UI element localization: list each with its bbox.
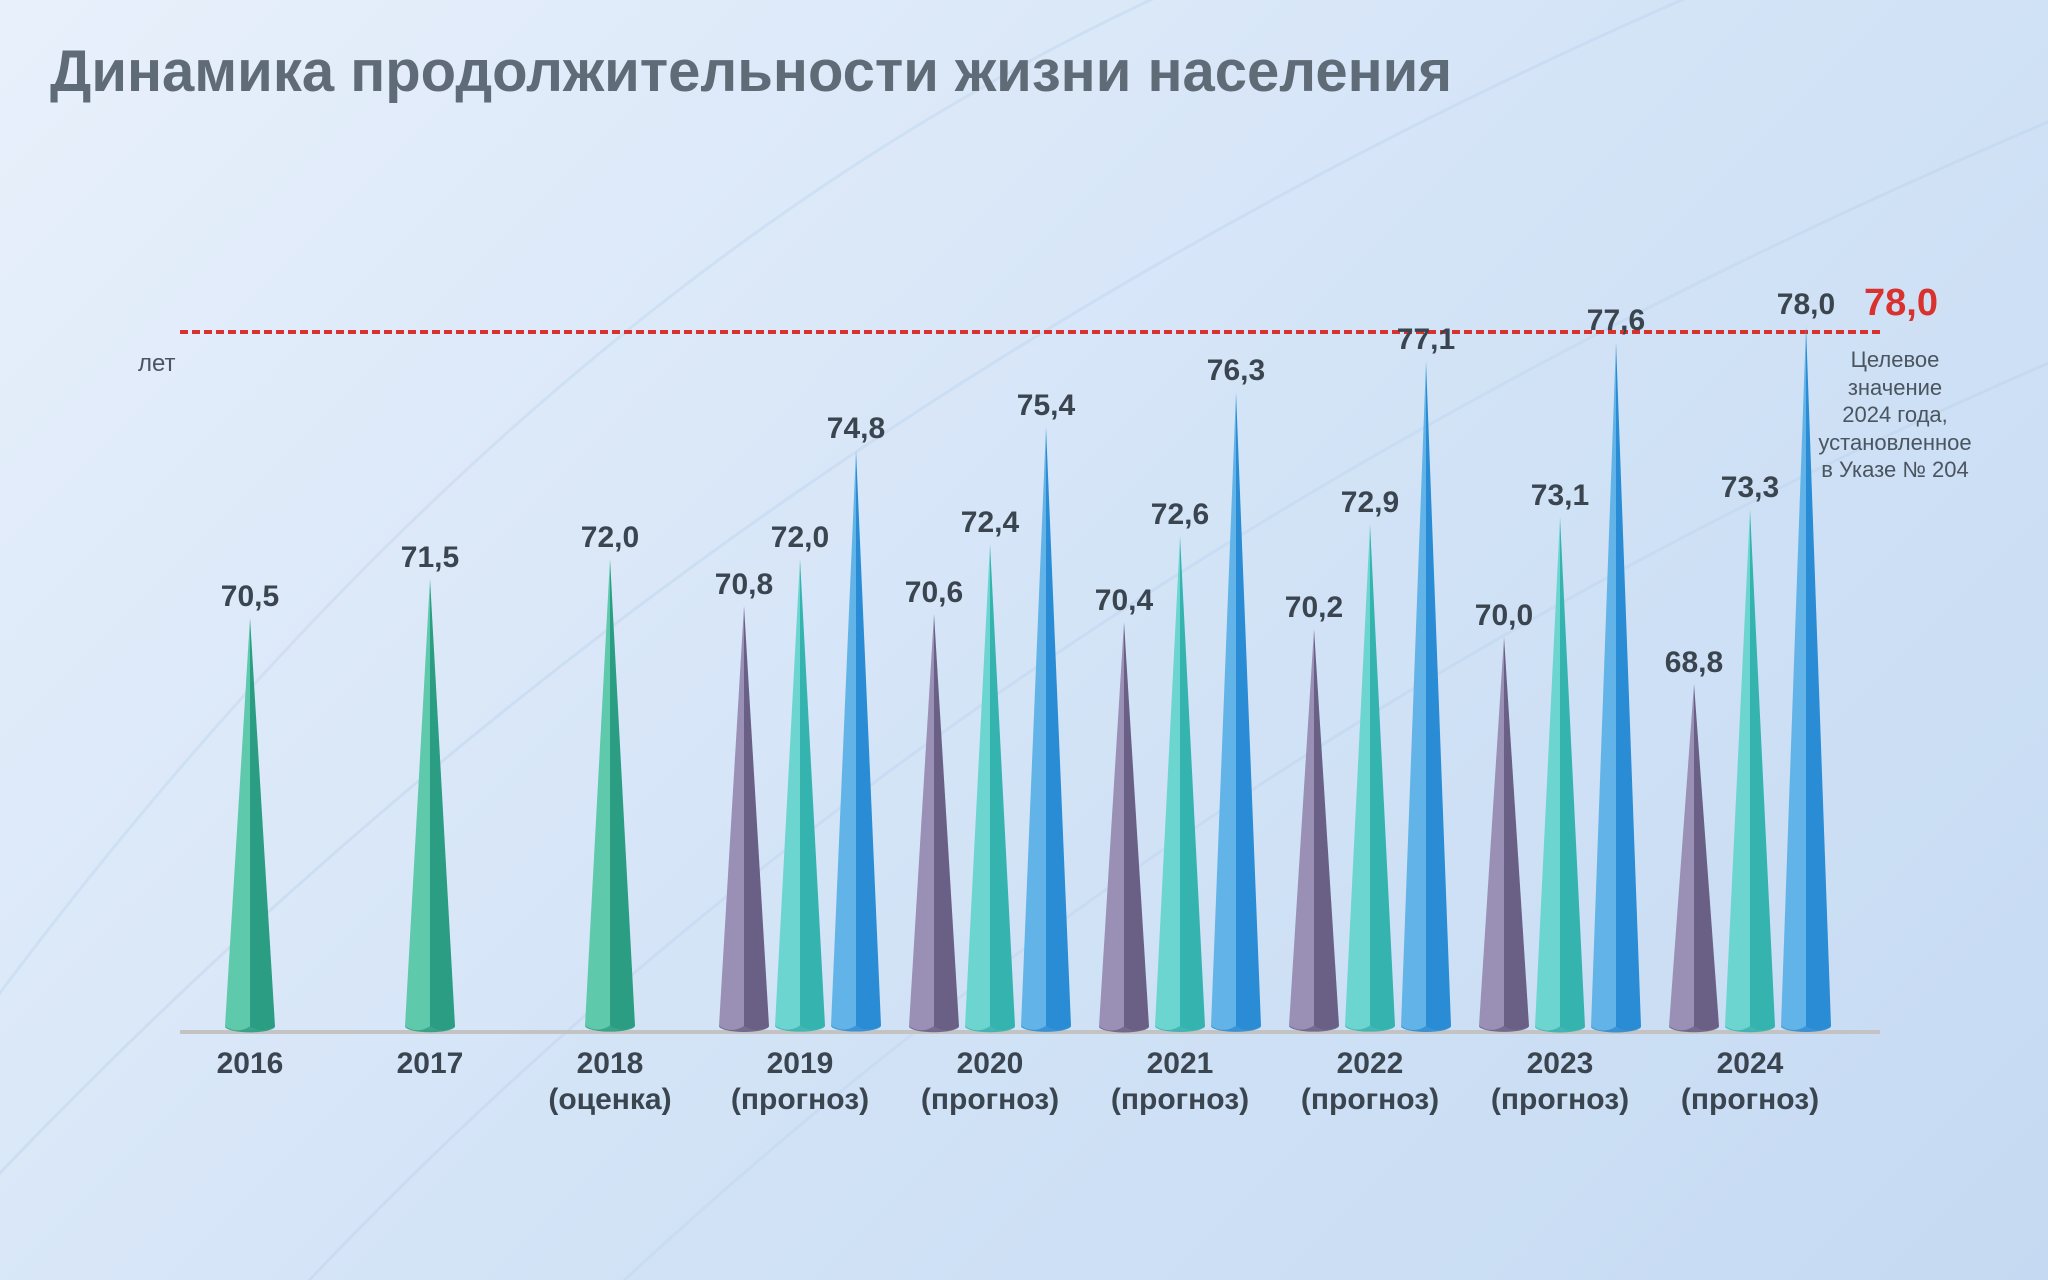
cone-value-label: 70,2 — [1285, 591, 1343, 625]
cone-value-label: 78,0 — [1777, 288, 1835, 322]
chart: лет 78,0Целевоезначение2024 года,установ… — [140, 150, 1920, 1200]
chart-cone: 70,4 — [1099, 626, 1149, 1030]
cone-value-label: 68,8 — [1665, 646, 1723, 680]
cone-value-label: 70,8 — [715, 568, 773, 602]
chart-cone: 68,8 — [1669, 688, 1719, 1030]
cone-value-label: 70,5 — [221, 580, 279, 614]
cone-value-label: 72,0 — [581, 521, 639, 555]
chart-cone: 70,5 — [225, 622, 275, 1030]
x-axis-label: 2018(оценка) — [530, 1046, 690, 1118]
x-axis-label: 2016 — [170, 1046, 330, 1082]
cone-value-label: 74,8 — [827, 412, 885, 446]
chart-cone: 70,8 — [719, 610, 769, 1030]
x-axis-label: 2021(прогноз) — [1100, 1046, 1260, 1118]
chart-cone: 70,0 — [1479, 641, 1529, 1030]
cone-value-label: 72,4 — [961, 506, 1019, 540]
cone-value-label: 70,0 — [1475, 599, 1533, 633]
chart-cone: 72,0 — [585, 563, 635, 1030]
y-axis-label: лет — [138, 350, 176, 378]
cone-value-label: 73,1 — [1531, 479, 1589, 513]
x-axis-label: 2017 — [350, 1046, 510, 1082]
cone-value-label: 72,9 — [1341, 486, 1399, 520]
cone-value-label: 77,1 — [1397, 323, 1455, 357]
chart-cone: 72,4 — [965, 548, 1015, 1030]
x-axis-label: 2023(прогноз) — [1480, 1046, 1640, 1118]
x-axis-label: 2024(прогноз) — [1670, 1046, 1830, 1118]
chart-cone: 72,9 — [1345, 528, 1395, 1030]
target-value: 78,0 — [1864, 282, 1938, 325]
chart-cone: 73,3 — [1725, 513, 1775, 1030]
cone-value-label: 70,4 — [1095, 584, 1153, 618]
chart-cone: 77,1 — [1401, 365, 1451, 1030]
cone-value-label: 76,3 — [1207, 354, 1265, 388]
cone-value-label: 77,6 — [1587, 304, 1645, 338]
page-title: Динамика продолжительности жизни населен… — [50, 38, 1452, 105]
x-axis-label: 2022(прогноз) — [1290, 1046, 1450, 1118]
chart-cone: 74,8 — [831, 454, 881, 1030]
chart-cone: 72,0 — [775, 563, 825, 1030]
cone-value-label: 71,5 — [401, 541, 459, 575]
chart-cone: 78,0 — [1781, 330, 1831, 1030]
chart-cone: 73,1 — [1535, 521, 1585, 1030]
chart-cone: 75,4 — [1021, 431, 1071, 1030]
cone-value-label: 75,4 — [1017, 389, 1075, 423]
chart-cone: 77,6 — [1591, 346, 1641, 1030]
x-axis-label: 2020(прогноз) — [910, 1046, 1070, 1118]
cone-value-label: 72,0 — [771, 521, 829, 555]
chart-cone: 70,6 — [909, 618, 959, 1030]
chart-cone: 71,5 — [405, 583, 455, 1030]
chart-cone: 72,6 — [1155, 540, 1205, 1030]
x-axis-label: 2019(прогноз) — [720, 1046, 880, 1118]
cone-value-label: 73,3 — [1721, 471, 1779, 505]
cone-value-label: 72,6 — [1151, 498, 1209, 532]
cone-value-label: 70,6 — [905, 576, 963, 610]
chart-cone: 70,2 — [1289, 633, 1339, 1030]
chart-cone: 76,3 — [1211, 396, 1261, 1030]
